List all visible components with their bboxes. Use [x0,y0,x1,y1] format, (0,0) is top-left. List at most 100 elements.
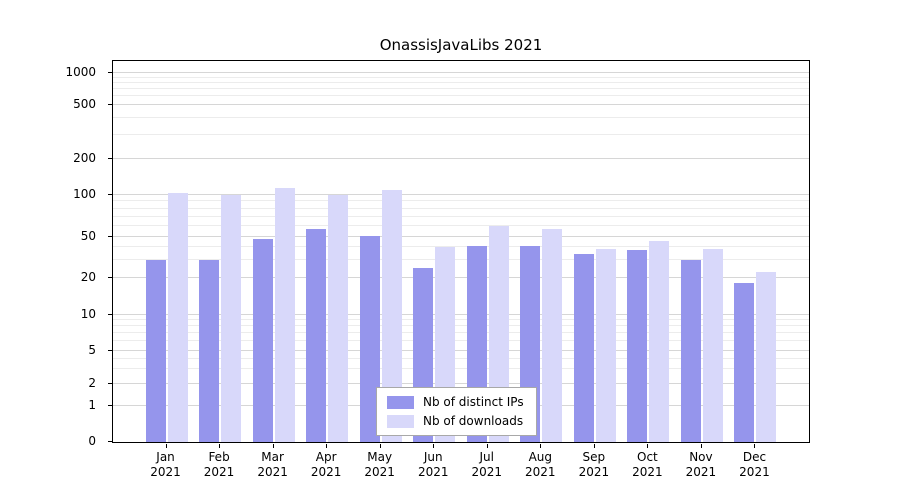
x-tick-label-oct-2021: Oct 2021 [632,450,663,479]
y-tick-mark-200 [108,158,112,160]
gridline-minor-700 [113,88,809,90]
bar-nb-of-distinct-ips-nov-2021 [680,260,701,442]
x-tick-label-apr-2021: Apr 2021 [310,450,342,479]
x-tick-mark-feb-2021 [219,444,221,448]
gridline-minor-8 [113,325,809,327]
legend-swatch-downloads [387,414,414,428]
gridline-major-20 [113,276,809,278]
y-tick-label-5: 5 [88,342,96,357]
bar-nb-of-distinct-ips-mar-2021 [252,239,273,442]
bar-nb-of-downloads-apr-2021 [328,195,349,442]
y-tick-mark-20 [108,276,112,278]
gridline-minor-6 [113,340,809,342]
x-tick-label-may-2021: May 2021 [364,450,395,479]
gridline-minor-3 [113,368,809,370]
bar-nb-of-distinct-ips-dec-2021 [734,283,755,442]
bar-nb-of-downloads-dec-2021 [756,272,777,442]
x-tick-mark-jul-2021 [486,444,488,448]
bar-nb-of-downloads-feb-2021 [221,195,242,442]
x-tick-label-feb-2021: Feb 2021 [203,450,235,479]
x-tick-label-aug-2021: Aug 2021 [525,450,556,479]
legend-item-distinct-ips: Nb of distinct IPs [387,395,524,409]
bar-nb-of-distinct-ips-feb-2021 [199,260,220,442]
y-tick-label-20: 20 [80,269,96,284]
y-axis: 0 1 2 5 10 20 50 100 200 500 1000 [0,60,104,448]
y-tick-mark-0 [108,441,112,442]
bar-nb-of-downloads-mar-2021 [274,188,295,442]
y-tick-mark-100 [108,194,112,196]
x-tick-label-dec-2021: Dec 2021 [739,450,770,479]
gridline-minor-80 [113,207,809,209]
gridline-major-1000 [113,71,809,73]
x-tick-mark-aug-2021 [540,444,542,448]
x-tick-mark-jun-2021 [433,444,435,448]
legend-label-downloads: Nb of downloads [423,414,524,428]
gridline-minor-30 [113,258,809,260]
x-tick-mark-mar-2021 [272,444,274,448]
bar-nb-of-distinct-ips-apr-2021 [306,229,327,442]
y-tick-mark-2 [108,383,112,385]
y-tick-mark-1 [108,405,112,407]
x-tick-mark-apr-2021 [326,444,328,448]
gridline-minor-60 [113,225,809,226]
bar-nb-of-downloads-nov-2021 [702,249,723,442]
y-tick-label-2: 2 [88,376,96,391]
bar-nb-of-downloads-sep-2021 [595,249,616,442]
bar-nb-of-distinct-ips-sep-2021 [573,254,594,442]
y-tick-mark-1000 [108,71,112,73]
y-tick-label-10: 10 [80,306,96,321]
gridline-major-5 [113,349,809,351]
legend: Nb of distinct IPs Nb of downloads [376,387,537,436]
x-tick-label-nov-2021: Nov 2021 [685,450,717,479]
y-tick-label-1: 1 [88,398,96,413]
x-tick-mark-sep-2021 [593,444,595,448]
gridline-minor-90 [113,200,809,202]
plot-area: Nb of distinct IPs Nb of downloads [112,60,810,443]
gridline-major-500 [113,103,809,105]
gridline-minor-600 [113,95,809,97]
bar-nb-of-distinct-ips-may-2021 [359,236,380,442]
legend-item-downloads: Nb of downloads [387,414,524,428]
x-tick-mark-jan-2021 [165,444,167,448]
bar-nb-of-downloads-may-2021 [381,190,402,442]
x-tick-mark-oct-2021 [647,444,649,448]
x-tick-mark-may-2021 [379,444,381,448]
bar-nb-of-downloads-jan-2021 [167,193,188,442]
gridline-minor-4 [113,357,809,359]
gridline-major-100 [113,194,809,196]
y-tick-mark-10 [108,313,112,315]
gridline-minor-40 [113,245,809,247]
x-tick-label-jul-2021: Jul 2021 [471,450,503,479]
y-tick-label-500: 500 [73,96,96,111]
gridline-minor-9 [113,319,809,321]
gridline-major-2 [113,383,809,385]
y-tick-label-200: 200 [73,151,96,166]
x-tick-mark-nov-2021 [700,444,702,448]
y-tick-mark-5 [108,349,112,351]
y-tick-label-1000: 1000 [65,64,96,79]
bar-nb-of-distinct-ips-jan-2021 [145,260,166,442]
bar-nb-of-downloads-aug-2021 [542,229,563,442]
x-tick-mark-dec-2021 [754,444,756,448]
gridline-minor-70 [113,215,809,217]
y-tick-label-100: 100 [73,187,96,202]
gridline-minor-900 [113,76,809,78]
x-tick-label-mar-2021: Mar 2021 [257,450,288,479]
gridline-major-200 [113,158,809,160]
y-tick-label-50: 50 [80,229,96,244]
x-axis: Jan 2021 Feb 2021 Mar 2021 Apr 2021 May 2021 Jun 20… [0,450,900,490]
chart-title: OnassisJavaLibs 2021 [379,36,543,54]
y-tick-mark-500 [108,103,112,105]
gridline-major-50 [113,236,809,238]
legend-swatch-distinct-ips [387,395,414,409]
y-tick-label-0: 0 [88,434,96,448]
x-tick-label-sep-2021: Sep 2021 [578,450,610,479]
gridline-minor-300 [113,134,809,136]
bar-nb-of-downloads-oct-2021 [649,241,670,442]
y-tick-mark-50 [108,236,112,238]
bar-nb-of-distinct-ips-oct-2021 [627,250,648,442]
gridline-minor-400 [113,117,809,119]
gridline-minor-800 [113,82,809,84]
gridline-minor-7 [113,332,809,334]
